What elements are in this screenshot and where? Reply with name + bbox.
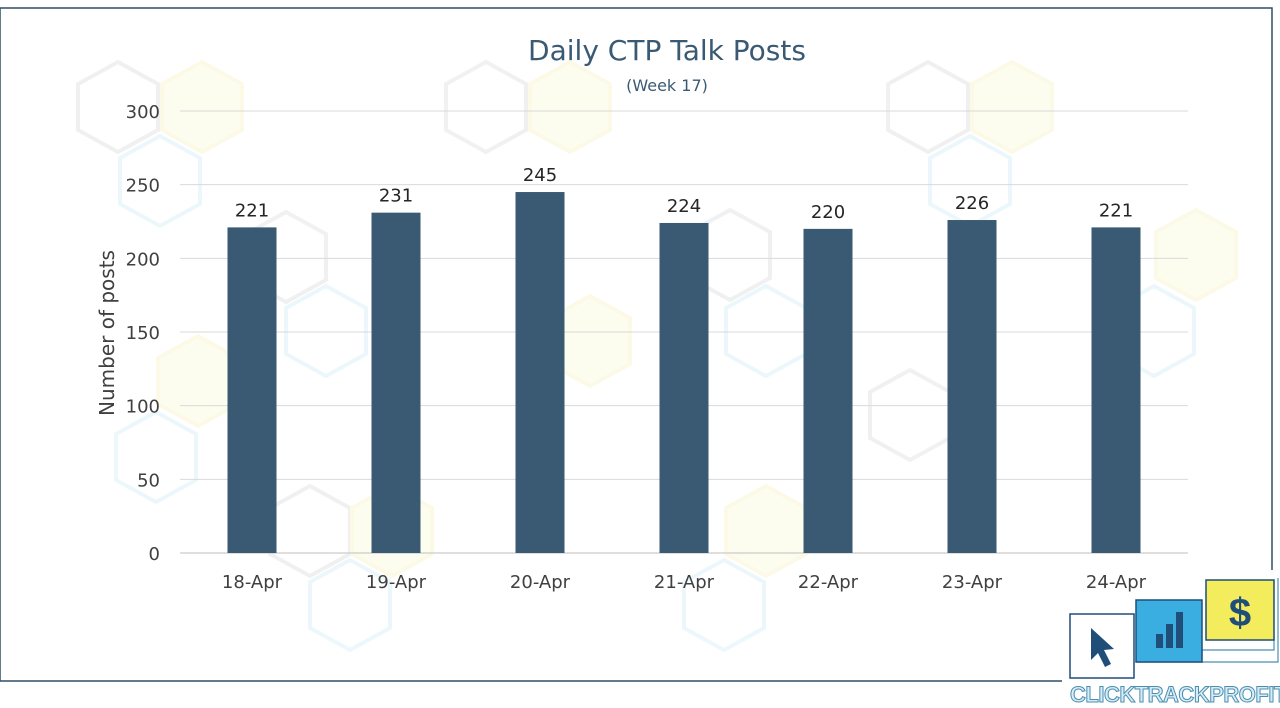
bar <box>659 222 709 553</box>
bar <box>227 227 277 554</box>
logo-word-click: CLICK <box>1070 682 1136 708</box>
dollar-tile <box>1205 579 1275 641</box>
y-tick-label: 100 <box>126 397 160 418</box>
chart-title: Daily CTP Talk Posts <box>528 34 806 67</box>
hexagon-watermark-icon <box>308 557 392 653</box>
hexagon-watermark-icon <box>76 59 160 155</box>
hexagon-watermark-icon <box>682 557 766 653</box>
x-tick-label: 19-Apr <box>366 572 427 593</box>
logo-word-profit: PROFIT <box>1209 682 1280 708</box>
bar <box>803 228 853 553</box>
bars <box>227 192 1141 554</box>
bar <box>947 220 997 553</box>
y-tick-label: 0 <box>149 544 160 565</box>
data-label: 221 <box>1099 200 1133 221</box>
clicktrackprofit-logo: $ <box>1069 578 1279 679</box>
hexagon-watermark-icon <box>1154 207 1238 303</box>
y-axis-title: Number of posts <box>95 250 119 416</box>
y-tick-label: 300 <box>126 102 160 123</box>
hexagon-watermark-icon <box>970 59 1054 155</box>
x-tick-label: 20-Apr <box>510 572 571 593</box>
y-tick-label: 50 <box>137 470 160 491</box>
hexagon-watermark-icon <box>160 59 244 155</box>
chart-subtitle: (Week 17) <box>626 76 708 95</box>
x-tick-label: 21-Apr <box>654 572 715 593</box>
data-label: 245 <box>523 165 557 186</box>
logo-wordmark: CLICKTRACKPROFIT <box>1070 682 1280 708</box>
hexagon-watermark-icon <box>528 59 612 155</box>
hexagon-watermark-icon <box>886 59 970 155</box>
data-label: 224 <box>667 196 701 217</box>
hexagon-watermark-icon <box>444 59 528 155</box>
hexagon-watermark-icon <box>118 133 202 229</box>
y-tick-label: 250 <box>126 176 160 197</box>
y-tick-label: 150 <box>126 323 160 344</box>
data-labels: 221 231 245 224 220 226 221 <box>235 165 1133 223</box>
y-tick-label: 200 <box>126 249 160 270</box>
bar <box>1091 227 1141 554</box>
data-label: 221 <box>235 200 269 221</box>
frame-top-right-border <box>0 7 1273 570</box>
bar <box>515 192 565 554</box>
bar <box>371 212 421 553</box>
x-tick-label: 22-Apr <box>798 572 859 593</box>
bar-chart-icon <box>1156 612 1183 648</box>
data-label: 220 <box>811 202 845 223</box>
hexagon-watermark-icon <box>284 283 368 379</box>
hexagon-watermark-icon <box>114 409 198 505</box>
data-label: 231 <box>379 186 413 207</box>
data-label: 226 <box>955 193 989 214</box>
x-tick-label: 24-Apr <box>1086 572 1147 593</box>
x-tick-label: 18-Apr <box>222 572 283 593</box>
axis-tick-labels: 0 50 100 150 200 250 300 18-Apr 19-Apr 20-Apr 21-A… <box>126 102 1147 593</box>
x-tick-label: 23-Apr <box>942 572 1003 593</box>
dollar-icon: $ <box>1229 591 1251 635</box>
logo-word-track: TRACK <box>1134 682 1210 708</box>
cursor-icon <box>1091 628 1114 667</box>
